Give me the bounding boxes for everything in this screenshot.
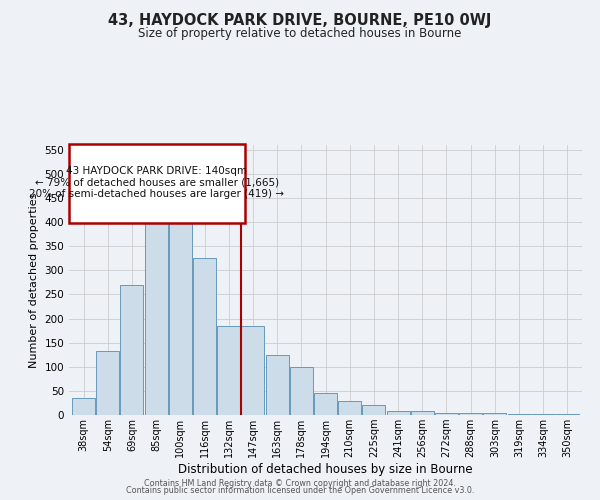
Bar xyxy=(338,400,361,415)
Text: 43 HAYDOCK PARK DRIVE: 140sqm: 43 HAYDOCK PARK DRIVE: 140sqm xyxy=(67,166,247,175)
Bar xyxy=(508,414,530,415)
Bar xyxy=(290,367,313,415)
Bar xyxy=(169,220,192,415)
Bar xyxy=(121,285,143,415)
Text: ← 79% of detached houses are smaller (1,665): ← 79% of detached houses are smaller (1,… xyxy=(35,177,279,187)
Bar xyxy=(362,406,385,415)
Text: 20% of semi-detached houses are larger (419) →: 20% of semi-detached houses are larger (… xyxy=(29,189,284,199)
Bar xyxy=(314,393,337,415)
Bar xyxy=(484,412,506,415)
Bar xyxy=(459,412,482,415)
Bar xyxy=(532,414,555,415)
Bar xyxy=(411,411,434,415)
Bar xyxy=(96,351,119,415)
Bar xyxy=(435,412,458,415)
Bar xyxy=(217,326,240,415)
Text: Contains public sector information licensed under the Open Government Licence v3: Contains public sector information licen… xyxy=(126,486,474,495)
Y-axis label: Number of detached properties: Number of detached properties xyxy=(29,192,39,368)
Text: 43, HAYDOCK PARK DRIVE, BOURNE, PE10 0WJ: 43, HAYDOCK PARK DRIVE, BOURNE, PE10 0WJ xyxy=(109,12,491,28)
Bar xyxy=(266,354,289,415)
Bar xyxy=(386,411,410,415)
X-axis label: Distribution of detached houses by size in Bourne: Distribution of detached houses by size … xyxy=(178,463,473,476)
Bar xyxy=(556,414,579,415)
Bar xyxy=(145,206,167,415)
Text: Contains HM Land Registry data © Crown copyright and database right 2024.: Contains HM Land Registry data © Crown c… xyxy=(144,478,456,488)
Bar xyxy=(193,258,216,415)
Text: Size of property relative to detached houses in Bourne: Size of property relative to detached ho… xyxy=(139,28,461,40)
Bar xyxy=(241,326,265,415)
Bar xyxy=(72,398,95,415)
